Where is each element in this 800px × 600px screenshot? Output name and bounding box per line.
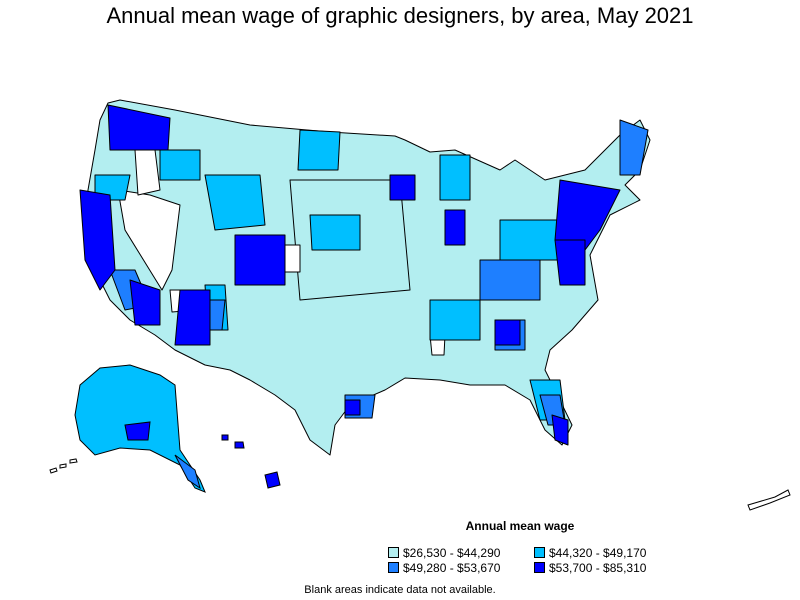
region-dark-ca-south xyxy=(129,279,161,326)
alaska-medium-region xyxy=(174,454,201,490)
region-dark-tx xyxy=(344,399,361,416)
region-mid-mi xyxy=(439,154,471,201)
legend-title: Annual mean wage xyxy=(465,519,575,533)
hawaii xyxy=(221,434,281,489)
region-nodata-nevada xyxy=(117,189,181,291)
region-dark-wa xyxy=(107,104,171,151)
legend-label-2: $44,320 - $49,170 xyxy=(549,546,647,560)
region-dark-chicago xyxy=(444,209,466,246)
legend-label-4: $53,700 - $85,310 xyxy=(549,561,647,575)
region-dark-fl xyxy=(551,414,569,446)
alaska-dark-region xyxy=(124,421,151,441)
region-nodata-colorado xyxy=(284,244,301,273)
region-mid-idaho xyxy=(159,149,201,181)
map-title: Annual mean wage of graphic designers, b… xyxy=(106,3,694,28)
region-mid-east xyxy=(499,219,561,261)
legend-label-1: $26,530 - $44,290 xyxy=(403,546,501,560)
region-dark-ca xyxy=(79,189,116,291)
region-mid-kansas xyxy=(309,214,361,251)
legend-item-3: $49,280 - $53,670 xyxy=(388,561,500,575)
region-mid-south xyxy=(429,299,481,341)
region-md-east xyxy=(479,259,541,301)
legend-item-1: $26,530 - $44,290 xyxy=(388,546,500,560)
legend-item-4: $53,700 - $85,310 xyxy=(534,561,646,575)
region-dark-dc xyxy=(554,239,586,286)
puerto-rico xyxy=(747,489,791,511)
legend-swatch-1 xyxy=(388,547,399,558)
region-dark-mn xyxy=(389,174,416,201)
aleutian-islands xyxy=(49,458,78,474)
region-mid-montana xyxy=(204,174,266,231)
legend-swatch-3 xyxy=(388,562,399,573)
region-md-maine xyxy=(619,119,649,176)
blank-areas-note: Blank areas indicate data not available. xyxy=(304,584,496,596)
legend-label-3: $49,280 - $53,670 xyxy=(403,561,501,575)
region-dark-atlanta xyxy=(494,319,521,346)
legend-item-2: $44,320 - $49,170 xyxy=(534,546,646,560)
legend-swatch-4 xyxy=(534,562,545,573)
region-dark-az xyxy=(174,289,211,346)
region-dark-colorado xyxy=(234,234,286,286)
legend-swatch-2 xyxy=(534,547,545,558)
region-nodata-nw-nevada xyxy=(134,149,161,196)
region-mid-nd xyxy=(297,129,341,171)
